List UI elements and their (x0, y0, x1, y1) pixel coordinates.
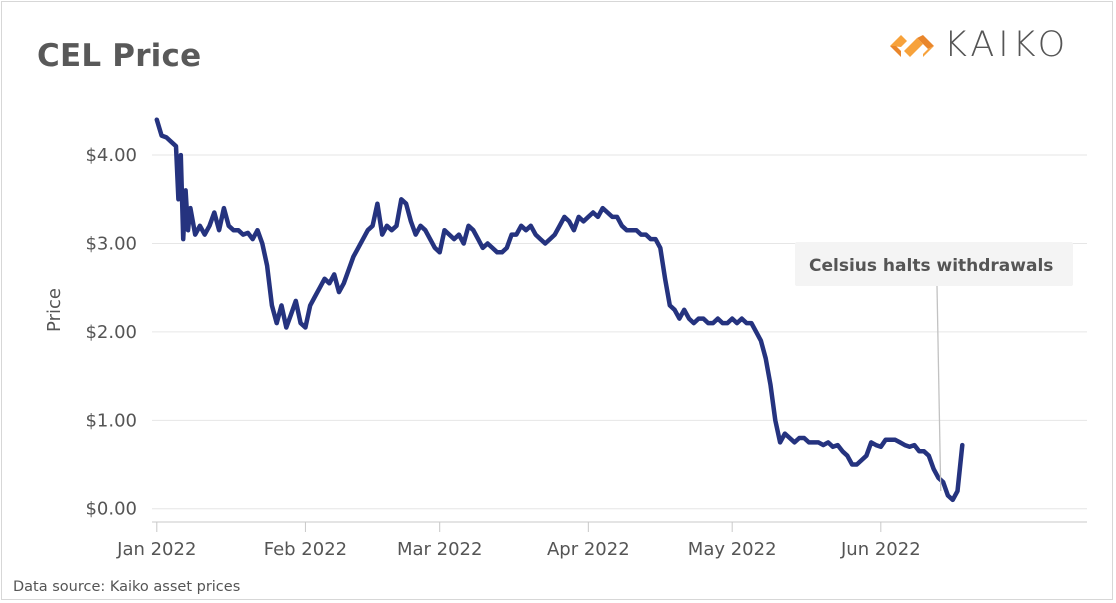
y-tick-label: $0.00 (85, 499, 137, 520)
annotation-text: Celsius halts withdrawals (809, 256, 1053, 276)
x-axis-ticks: Jan 2022 Feb 2022 Mar 2022 Apr 2022 May 2022… (116, 522, 921, 560)
kaiko-logo: KAIKO (886, 24, 1086, 68)
x-tick-label: Jun 2022 (840, 539, 921, 560)
y-tick-label: $2.00 (85, 322, 137, 343)
price-line-chart: $0.00 $1.00 $2.00 $3.00 $4.00 Jan 2022 Feb 20… (44, 117, 1087, 560)
annotation-leader-line (936, 285, 942, 492)
chart-title: CEL Price (37, 38, 202, 74)
series-line-cel (154, 117, 965, 503)
y-tick-label: $3.00 (85, 233, 137, 254)
x-tick-label: Mar 2022 (397, 539, 483, 560)
y-tick-label: $4.00 (85, 145, 137, 166)
kaiko-logo-icon (890, 35, 934, 57)
y-axis-ticks: $0.00 $1.00 $2.00 $3.00 $4.00 (85, 145, 137, 520)
x-tick-label: Jan 2022 (116, 539, 196, 560)
y-axis-label: Price (44, 288, 65, 332)
annotation-box (795, 242, 1073, 286)
kaiko-logo-wordmark: KAIKO (944, 25, 1070, 65)
x-tick-label: Apr 2022 (547, 539, 630, 560)
data-source-note: Data source: Kaiko asset prices (13, 579, 241, 595)
x-tick-label: May 2022 (688, 539, 777, 560)
y-tick-label: $1.00 (85, 410, 137, 431)
x-tick-label: Feb 2022 (264, 539, 347, 560)
grid-lines (152, 154, 1087, 510)
